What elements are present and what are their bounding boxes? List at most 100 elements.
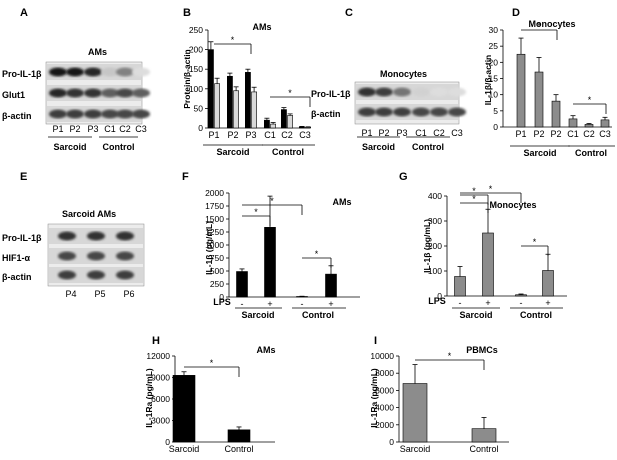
x-tick-label: - xyxy=(241,299,244,309)
y-tick-label: 250 xyxy=(189,25,203,35)
significance-marker: * xyxy=(210,358,214,368)
blot-lane-label: P1 xyxy=(52,124,63,134)
blot-row-label: Glut1 xyxy=(2,90,25,100)
blot-panel-A: A AMs Pro-IL-1β Glut1 β-actin P1 P2 P3 C1 C2 C3 Sar… xyxy=(2,7,150,152)
blot-band xyxy=(132,67,150,77)
y-tick-label: 200 xyxy=(428,241,442,251)
significance-marker: * xyxy=(472,186,476,196)
blot-lane-label: C3 xyxy=(451,128,463,138)
y-axis-label: Protein/β-actin xyxy=(182,49,192,109)
blot-lane-label: C3 xyxy=(135,124,147,134)
blot-band xyxy=(430,107,448,117)
blot-band xyxy=(132,88,150,98)
x-tick-label: C3 xyxy=(299,130,311,140)
chart-B: B AMs 0 50 100 150 200 250 Protein/β-actin P1 P2 P3… xyxy=(182,7,315,157)
bar xyxy=(402,383,428,443)
bar xyxy=(233,90,239,129)
x-tick-label: Sarcoid xyxy=(169,444,200,454)
treatment-label: LPS xyxy=(428,296,446,306)
blot-lane-label: P2 xyxy=(69,124,80,134)
y-tick-label: 10 xyxy=(489,90,499,100)
blot-band xyxy=(132,109,150,119)
x-tick-label: - xyxy=(520,298,523,308)
blot-band xyxy=(66,67,84,77)
bar xyxy=(305,126,311,129)
blot-band xyxy=(49,88,67,98)
y-tick-label: 3000 xyxy=(151,416,170,426)
x-tick-label: C3 xyxy=(599,129,611,139)
x-tick-label: P3 xyxy=(245,130,256,140)
bar xyxy=(568,118,578,128)
bar xyxy=(298,126,305,129)
blot-title-A: AMs xyxy=(88,47,107,57)
chart-title-I: PBMCs xyxy=(466,345,498,355)
y-tick-label: 5 xyxy=(493,106,498,116)
blot-lane-label: P6 xyxy=(123,289,134,299)
blot-lane-label: C1 xyxy=(415,128,427,138)
chart-title-D: Monocytes xyxy=(528,19,575,29)
blot-band xyxy=(84,88,102,98)
y-tick-label: 15 xyxy=(489,74,499,84)
y-tick-label: 250 xyxy=(210,279,224,289)
significance-marker: * xyxy=(489,184,493,194)
y-tick-label: 20 xyxy=(489,57,499,67)
bar xyxy=(515,294,527,297)
y-tick-label: 1750 xyxy=(205,201,224,211)
blot-band xyxy=(393,87,411,97)
blot-band xyxy=(430,87,448,97)
chart-H: H AMs 0 3000 6000 9000 12000 IL-1Ra (pg/mL) Sarc… xyxy=(144,335,276,454)
y-tick-label: 8000 xyxy=(375,368,394,378)
x-tick-label: - xyxy=(459,298,462,308)
blot-row-label: HIF1-α xyxy=(2,253,31,263)
significance-marker: * xyxy=(315,249,319,259)
y-tick-label: 400 xyxy=(428,191,442,201)
y-axis-label: IL-1Ra (pg/mL) xyxy=(369,368,379,428)
chart-D: D Monocytes 0 5 10 15 20 25 30 IL-1β/β-actin P1 P2 P… xyxy=(483,7,615,158)
panel-letter-E: E xyxy=(20,171,27,183)
x-tick-label: C2 xyxy=(281,130,293,140)
significance-marker: * xyxy=(537,21,541,31)
x-tick-label: + xyxy=(267,299,272,309)
significance-marker: * xyxy=(472,194,476,204)
panel-letter-A: A xyxy=(20,7,28,19)
y-tick-label: 1500 xyxy=(205,214,224,224)
blot-band xyxy=(412,87,430,97)
blot-band xyxy=(87,231,105,241)
blot-band xyxy=(393,107,411,117)
y-tick-label: 12000 xyxy=(146,351,170,361)
blot-band xyxy=(412,107,430,117)
blot-band xyxy=(84,67,102,77)
bar xyxy=(214,83,220,129)
significance-marker: * xyxy=(254,207,258,217)
x-tick-label: Control xyxy=(224,444,253,454)
significance-marker: * xyxy=(288,88,292,98)
bar xyxy=(600,119,610,128)
blot-lane-label: P5 xyxy=(94,289,105,299)
x-tick-label: P2 xyxy=(533,129,544,139)
group-label: Sarcoid xyxy=(362,142,395,152)
bar xyxy=(245,72,251,129)
blot-band xyxy=(84,109,102,119)
blot-row-label: Pro-IL-1β xyxy=(2,233,42,243)
blot-panel-E: E Sarcoid AMs Pro-IL-1β HIF1-α β-actin P4 P5 P6 xyxy=(2,171,145,299)
y-tick-label: 300 xyxy=(428,216,442,226)
panel-letter-F: F xyxy=(182,171,189,183)
group-label: Control xyxy=(103,142,135,152)
blot-lane-label: P2 xyxy=(378,128,389,138)
blot-band xyxy=(87,251,105,261)
panel-letter-B: B xyxy=(183,7,191,19)
y-tick-label: 6000 xyxy=(151,394,170,404)
treatment-label: LPS xyxy=(213,297,231,307)
bar xyxy=(542,270,554,297)
blot-band xyxy=(58,251,76,261)
x-tick-label: + xyxy=(328,299,333,309)
y-tick-label: 1000 xyxy=(205,240,224,250)
blot-band xyxy=(116,251,134,261)
bar xyxy=(208,49,214,129)
blot-band xyxy=(101,67,119,77)
x-tick-label: + xyxy=(545,298,550,308)
blot-band xyxy=(58,270,76,280)
chart-title-H: AMs xyxy=(256,345,275,355)
y-tick-label: 0 xyxy=(389,437,394,447)
bar xyxy=(280,109,287,129)
